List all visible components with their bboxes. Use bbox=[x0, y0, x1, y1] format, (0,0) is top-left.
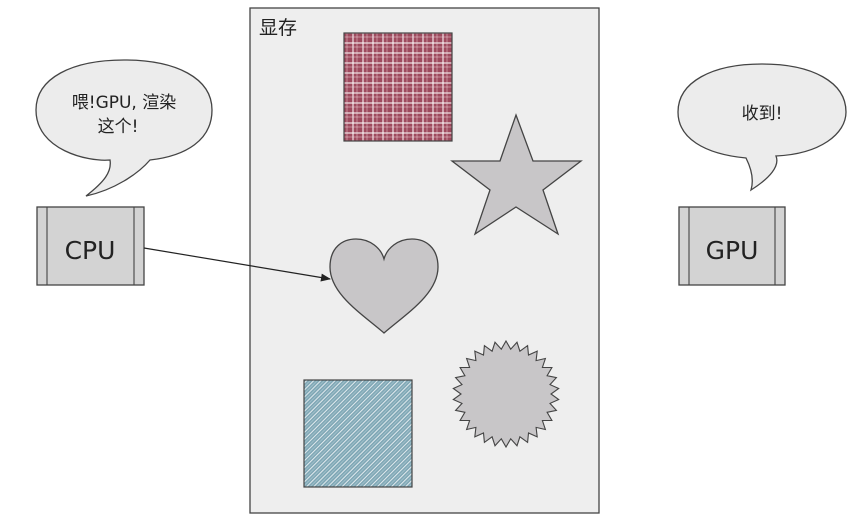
cpu-speech-line2: 这个! bbox=[98, 117, 139, 137]
starburst-shape bbox=[452, 339, 560, 449]
cpu-to-heart-arrow bbox=[143, 247, 331, 282]
cpu-speech-bubble bbox=[35, 59, 213, 197]
gpu-speech-text: 收到! bbox=[742, 104, 783, 124]
hatched-square-shape bbox=[303, 379, 413, 488]
gpu-chip bbox=[678, 206, 786, 286]
heart-shape bbox=[329, 238, 439, 334]
star-shape bbox=[450, 113, 583, 236]
gpu-label: GPU bbox=[706, 236, 759, 265]
cpu-chip bbox=[36, 206, 145, 286]
video-memory-label: 显存 bbox=[259, 17, 297, 39]
cpu-speech-line1: 喂!GPU, 渲染 bbox=[72, 93, 177, 113]
plaid-square-shape bbox=[343, 32, 453, 142]
cpu-label: CPU bbox=[65, 236, 116, 265]
gpu-speech-bubble bbox=[677, 63, 847, 192]
